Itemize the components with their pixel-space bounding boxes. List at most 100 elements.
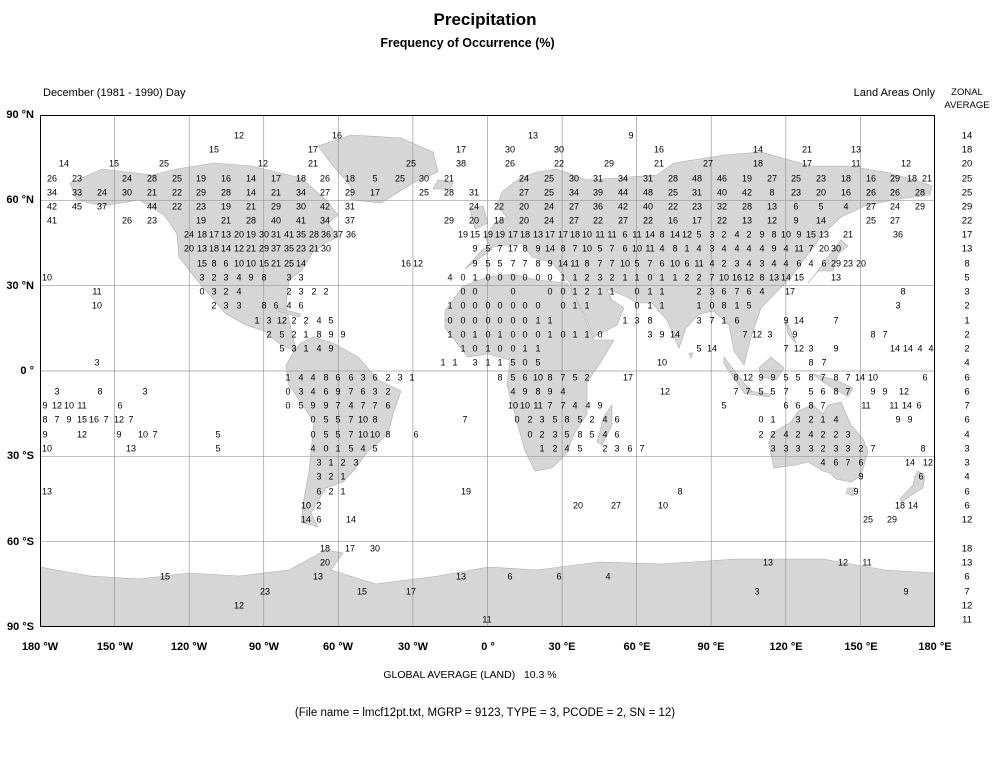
grid-value: 6 [734, 315, 740, 326]
grid-value: 3 [372, 386, 378, 397]
grid-value: 14 [793, 315, 805, 326]
grid-value: 1 [452, 357, 458, 368]
grid-value: 1 [659, 272, 665, 283]
grid-value: 22 [493, 201, 505, 212]
grid-value: 7 [783, 386, 789, 397]
grid-value: 17 [544, 229, 556, 240]
grid-value: 4 [759, 243, 765, 254]
grid-value: 1 [584, 329, 590, 340]
grid-value: 10 [41, 443, 53, 454]
grid-value: 0 [510, 272, 516, 283]
grid-value: 2 [820, 443, 826, 454]
grid-value: 0 [460, 286, 466, 297]
grid-value: 0 [460, 272, 466, 283]
grid-value: 21 [270, 258, 282, 269]
grid-value: 42 [741, 187, 753, 198]
cuba [277, 307, 302, 318]
zonal-average-value: 18 [961, 144, 973, 156]
grid-value: 0 [472, 300, 478, 311]
grid-value: 0 [514, 414, 520, 425]
grid-value: 2 [223, 286, 229, 297]
grid-value: 0 [560, 286, 566, 297]
grid-value: 6 [858, 457, 864, 468]
grid-value: 20 [468, 215, 480, 226]
grid-value: 10 [669, 258, 681, 269]
grid-value: 2 [266, 329, 272, 340]
grid-value: 1 [622, 272, 628, 283]
grid-value: 4 [928, 343, 934, 354]
grid-value: 3 [397, 372, 403, 383]
grid-value: 6 [627, 443, 633, 454]
grid-value: 4 [360, 443, 366, 454]
grid-value: 27 [702, 158, 714, 169]
lon-tick-label: 30 °E [548, 641, 576, 653]
grid-value: 7 [360, 400, 366, 411]
grid-value: 1 [497, 357, 503, 368]
grid-value: 5 [564, 429, 570, 440]
grid-value: 3 [286, 272, 292, 283]
grid-value: 7 [639, 443, 645, 454]
grid-value: 5 [577, 443, 583, 454]
grid-value: 4 [348, 400, 354, 411]
grid-value: 3 [770, 443, 776, 454]
grid-value: 34 [617, 173, 629, 184]
grid-value: 1 [572, 329, 578, 340]
grid-value: 15 [208, 144, 220, 155]
zonal-average-value: 11 [962, 614, 972, 626]
grid-value: 6 [413, 429, 419, 440]
grid-value: 17 [208, 229, 220, 240]
grid-value: 9 [310, 400, 316, 411]
grid-value: 22 [592, 215, 604, 226]
grid-value: 9 [759, 229, 765, 240]
grid-value: 7 [882, 329, 888, 340]
grid-value: 7 [609, 243, 615, 254]
grid-value: 3 [266, 315, 272, 326]
grid-value: 13 [850, 144, 862, 155]
grid-value: 4 [759, 286, 765, 297]
grid-value: 1 [770, 414, 776, 425]
grid-value: 14 [889, 343, 901, 354]
grid-value: 1 [340, 471, 346, 482]
grid-value: 3 [199, 272, 205, 283]
grid-value: 8 [833, 372, 839, 383]
grid-value: 0 [709, 300, 715, 311]
grid-value: 16 [88, 414, 100, 425]
grid-value: 10 [245, 258, 257, 269]
grid-value: 23 [691, 201, 703, 212]
grid-value: 1 [535, 343, 541, 354]
grid-value: 4 [746, 243, 752, 254]
grid-value: 42 [319, 201, 331, 212]
grid-value: 5 [323, 414, 329, 425]
grid-value: 19 [195, 173, 207, 184]
grid-value: 16 [840, 187, 852, 198]
grid-value: 24 [543, 215, 555, 226]
grid-value: 18 [295, 173, 307, 184]
grid-value: 0 [310, 429, 316, 440]
grid-value: 14 [295, 258, 307, 269]
grid-value: 21 [921, 173, 933, 184]
zonal-average-value: 7 [964, 400, 970, 412]
grid-value: 9 [472, 243, 478, 254]
grid-value: 4 [696, 243, 702, 254]
zonal-average-value: 3 [964, 443, 970, 455]
grid-value: 4 [783, 258, 789, 269]
grid-value: 3 [808, 443, 814, 454]
grid-value: 4 [510, 386, 516, 397]
grid-value: 15 [805, 229, 817, 240]
grid-value: 2 [584, 286, 590, 297]
grid-value: 17 [455, 144, 467, 155]
grid-value: 6 [721, 286, 727, 297]
zonal-average-value: 5 [964, 272, 970, 284]
grid-value: 0 [497, 300, 503, 311]
grid-value: 9 [793, 215, 799, 226]
grid-value: 0 [510, 300, 516, 311]
zonal-average-value: 18 [961, 543, 973, 555]
grid-value: 25 [418, 187, 430, 198]
grid-value: 4 [917, 343, 923, 354]
grid-value: 4 [721, 243, 727, 254]
zonal-average-value: 6 [964, 372, 970, 384]
grid-value: 1 [440, 357, 446, 368]
grid-value: 13 [455, 571, 467, 582]
grid-value: 27 [568, 215, 580, 226]
grid-value: 4 [602, 429, 608, 440]
